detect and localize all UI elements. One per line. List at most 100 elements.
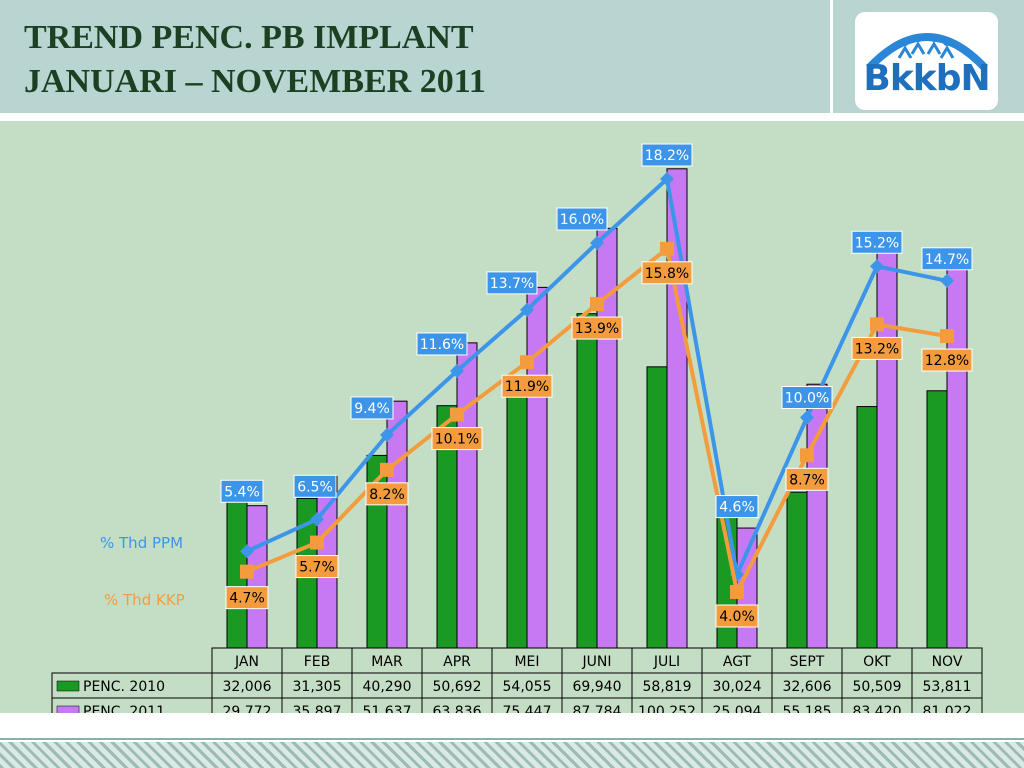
bkkbn-logo: BkkbN	[855, 12, 998, 110]
line-series	[240, 241, 954, 599]
ppm-data-label: 16.0%	[560, 212, 604, 228]
table-value: 32,606	[783, 679, 832, 695]
logo-arch-icon	[866, 33, 988, 71]
line-point	[660, 241, 674, 256]
kkp-data-label-box	[641, 261, 693, 285]
ppm-data-label-box	[556, 207, 608, 231]
line-point	[380, 462, 394, 477]
line-point	[730, 585, 744, 599]
line-point	[520, 355, 534, 370]
kkp-data-label-box	[571, 316, 623, 340]
kkp-data-label-box	[851, 336, 903, 360]
kkp-data-label-box	[295, 555, 339, 579]
legend-swatch	[56, 705, 80, 713]
data-table: JAN FEB MAR APR MEI JUNI JULI AGT SEPT OKT NOV PENC…	[51, 647, 983, 713]
ppm-legend-label: % Thd PPM	[100, 534, 183, 552]
footer-divider	[0, 738, 1024, 740]
line-point	[450, 363, 464, 378]
table-value: 81,022	[923, 704, 972, 713]
kkp-data-label: 5.7%	[299, 560, 335, 576]
line-point	[590, 297, 604, 312]
bar-2011	[876, 248, 898, 649]
bar-2010	[856, 406, 878, 649]
tick-label: FEB	[304, 654, 331, 670]
title-banner: TREND PENC. PB IMPLANT JANUARI – NOVEMBE…	[0, 0, 830, 113]
logo-panel: BkkbN	[833, 0, 1024, 113]
table-value: 50,509	[853, 679, 902, 695]
kkp-data-label: 8.2%	[369, 487, 405, 503]
tick-label: MAR	[371, 654, 403, 670]
combo-chart: 5.4% 6.5% 9.4% 11.6% 13.7% 16.0% 18.2% 4.6% 10.0…	[51, 143, 983, 713]
bar-2010	[926, 390, 948, 649]
ppm-data-label-box	[641, 143, 693, 167]
kkp-legend-label: % Thd KKP	[104, 591, 185, 609]
kkp-data-label: 11.9%	[505, 379, 549, 395]
tick-label: NOV	[932, 654, 963, 670]
ppm-data-label: 14.7%	[925, 252, 969, 268]
decorative-footer-band	[0, 742, 1024, 768]
line-point	[310, 512, 324, 527]
kkp-data-label-box	[431, 427, 483, 451]
ppm-data-label-box	[851, 230, 903, 254]
bar-2010	[786, 491, 808, 649]
table-value: 30,024	[713, 679, 762, 695]
line-point	[870, 259, 884, 274]
bar-2010	[506, 389, 528, 649]
bar-2010	[576, 313, 598, 649]
table-value: 40,290	[363, 679, 412, 695]
page-title: TREND PENC. PB IMPLANT JANUARI – NOVEMBE…	[24, 16, 486, 104]
ppm-data-label-box	[220, 479, 264, 503]
line-point	[660, 172, 674, 186]
table-value: 75,447	[503, 704, 552, 713]
line-point	[940, 329, 954, 344]
tick-label: JULI	[653, 654, 680, 670]
ppm-data-label: 11.6%	[420, 337, 464, 353]
ppm-data-label-box	[781, 385, 833, 409]
kkp-data-label: 4.0%	[719, 609, 755, 625]
tick-label: MEI	[514, 654, 539, 670]
table-value: 54,055	[503, 679, 552, 695]
table-value: 50,692	[433, 679, 482, 695]
table-value: 63,836	[433, 704, 482, 713]
table-cell	[911, 697, 983, 713]
kkp-data-label-box	[715, 604, 759, 628]
ppm-data-label-box	[921, 247, 973, 271]
tick-label: JAN	[234, 654, 259, 670]
tick-label: APR	[443, 654, 471, 670]
line-point	[450, 407, 464, 422]
table-value: 31,305	[293, 679, 342, 695]
table-value: 25,094	[713, 704, 762, 713]
kkp-data-label: 13.9%	[575, 321, 619, 337]
line-point	[590, 235, 604, 250]
tick-label: OKT	[863, 654, 891, 670]
table-value: 100,252	[638, 704, 696, 713]
line-point	[240, 564, 254, 579]
table-series-name: PENC. 2010	[83, 679, 165, 695]
table-value: 87,784	[573, 704, 622, 713]
tick-label: AGT	[723, 654, 752, 670]
table-value: 32,006	[223, 679, 272, 695]
ppm-data-label: 15.2%	[855, 235, 899, 251]
kkp-data-label: 8.7%	[789, 472, 825, 488]
kkp-data-label-box	[501, 374, 553, 398]
title-line-1: TREND PENC. PB IMPLANT	[24, 19, 474, 56]
kkp-data-label: 13.2%	[855, 341, 899, 357]
title-line-2: JANUARI – NOVEMBER 2011	[24, 63, 486, 100]
table-value: 35,897	[293, 704, 342, 713]
bar-2010	[646, 366, 668, 649]
table-value: 58,819	[643, 679, 692, 695]
line-point	[800, 448, 814, 463]
kkp-data-label: 4.7%	[229, 591, 265, 607]
bar-2011	[456, 342, 478, 649]
ppm-data-label: 5.4%	[224, 484, 260, 500]
ppm-data-label-box	[293, 474, 337, 498]
ppm-data-label: 10.0%	[785, 390, 829, 406]
table-value: 29,772	[223, 704, 272, 713]
kkp-data-label-box	[921, 348, 973, 372]
logo-text: BkkbN	[863, 58, 990, 99]
chart-area: 5.4% 6.5% 9.4% 11.6% 13.7% 16.0% 18.2% 4.6% 10.0…	[0, 121, 1024, 713]
ppm-data-label-box	[416, 332, 468, 356]
ppm-data-label: 6.5%	[297, 479, 333, 495]
tick-label: SEPT	[790, 654, 825, 670]
ppm-data-label-box	[486, 271, 538, 295]
